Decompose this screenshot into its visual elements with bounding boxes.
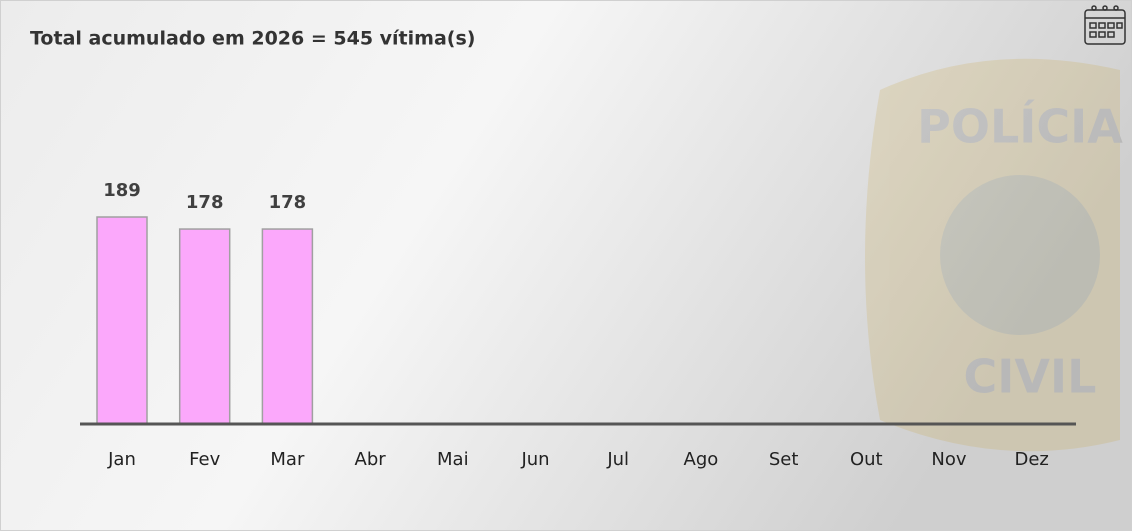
bar bbox=[178, 228, 231, 425]
x-tick-label: Jan bbox=[107, 449, 136, 470]
data-label: 178 bbox=[269, 192, 307, 213]
x-tick-label: Abr bbox=[355, 449, 387, 470]
x-tick-label: Out bbox=[850, 449, 883, 470]
badge-watermark: POLÍCIA CIVIL bbox=[865, 58, 1123, 452]
bar bbox=[96, 216, 148, 425]
x-tick-label: Dez bbox=[1015, 449, 1049, 470]
x-tick-label: Ago bbox=[684, 449, 719, 470]
data-label: 178 bbox=[186, 192, 224, 213]
svg-text:POLÍCIA: POLÍCIA bbox=[917, 100, 1123, 154]
x-tick-label: Nov bbox=[931, 449, 966, 470]
x-tick-label: Mar bbox=[270, 449, 305, 470]
chart-title: Total acumulado em 2026 = 545 vítima(s) bbox=[30, 28, 475, 50]
x-tick-label: Set bbox=[769, 449, 799, 470]
data-label: 189 bbox=[103, 180, 141, 201]
x-tick-label: Jul bbox=[606, 449, 629, 470]
x-tick-label: Jun bbox=[520, 449, 549, 470]
x-tick-label: Mai bbox=[437, 449, 469, 470]
calendar-icon[interactable] bbox=[1084, 5, 1126, 45]
x-tick-label: Fev bbox=[189, 449, 220, 470]
bar bbox=[261, 228, 314, 425]
svg-text:CIVIL: CIVIL bbox=[964, 350, 1097, 404]
